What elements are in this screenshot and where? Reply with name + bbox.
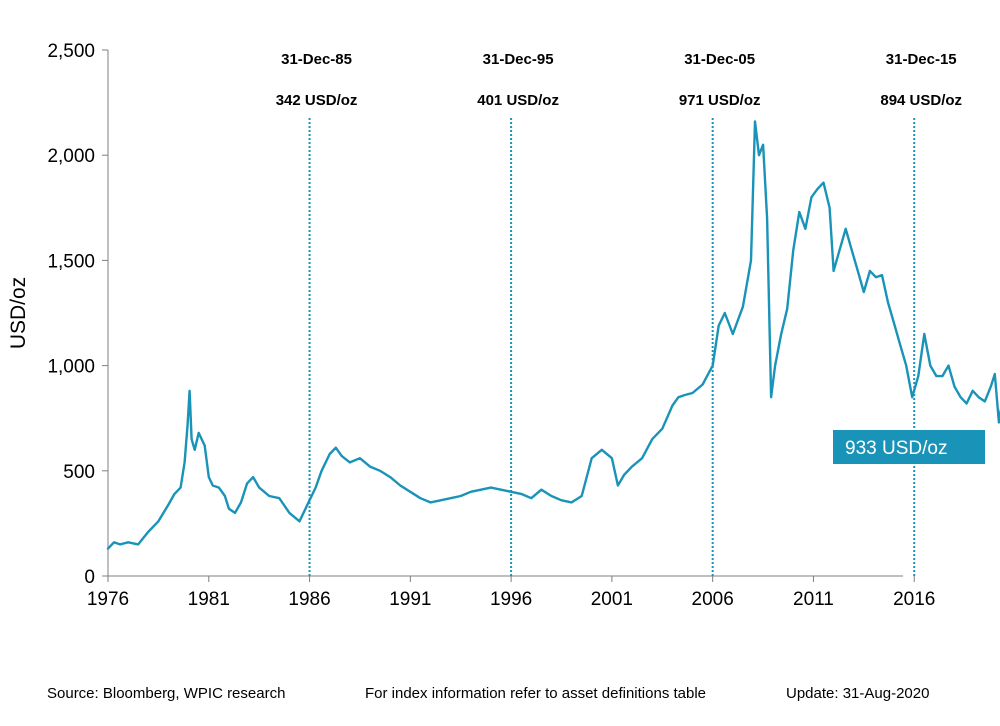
source-note: Source: Bloomberg, WPIC research <box>47 685 286 702</box>
reference-lines: 31-Dec-85 342 USD/oz 31-Dec-95 401 USD/oz 31… <box>276 51 962 576</box>
reference-date-label: 31-Dec-05 <box>684 51 755 68</box>
reference-date-label: 31-Dec-95 <box>483 51 554 68</box>
update-date: Update: 31-Aug-2020 <box>786 685 930 702</box>
y-tick-label: 500 <box>63 462 95 483</box>
latest-price-callout: 933 USD/oz <box>833 430 985 464</box>
y-axis-label: USD/oz <box>7 277 30 349</box>
x-tick-label: 2016 <box>893 589 935 610</box>
y-tick-label: 1,500 <box>47 251 95 272</box>
x-tick-label: 2011 <box>793 589 834 610</box>
x-tick-label: 1981 <box>188 589 230 610</box>
axes <box>107 50 903 577</box>
y-tick-label: 1,000 <box>47 357 95 378</box>
price-series-line <box>106 120 1000 550</box>
reference-price-label: 894 USD/oz <box>880 92 962 109</box>
callout-box <box>833 430 985 464</box>
index-info-note: For index information refer to asset def… <box>365 685 707 702</box>
series-group <box>106 120 1000 550</box>
reference-price-label: 401 USD/oz <box>477 92 559 109</box>
x-tick-label: 2006 <box>692 589 734 610</box>
x-tick-label: 1996 <box>490 589 532 610</box>
callout-text: 933 USD/oz <box>845 438 947 459</box>
reference-price-label: 971 USD/oz <box>679 92 761 109</box>
x-tick-label: 1986 <box>288 589 330 610</box>
y-tick-label: 2,500 <box>47 41 95 62</box>
x-tick-label: 1991 <box>389 589 431 610</box>
reference-price-label: 342 USD/oz <box>276 92 358 109</box>
reference-date-label: 31-Dec-15 <box>886 51 957 68</box>
x-tick-label: 1976 <box>87 589 129 610</box>
reference-date-label: 31-Dec-85 <box>281 51 352 68</box>
y-axis-ticks: 0 500 1,000 1,500 2,000 2,500 <box>47 41 108 588</box>
y-tick-label: 0 <box>84 567 95 588</box>
y-tick-label: 2,000 <box>47 146 95 167</box>
x-tick-label: 2001 <box>591 589 633 610</box>
footer: Source: Bloomberg, WPIC research For ind… <box>0 685 1000 709</box>
x-axis-ticks: 1976 1981 1986 1991 1996 2001 2006 2011 2016 <box>87 576 935 610</box>
